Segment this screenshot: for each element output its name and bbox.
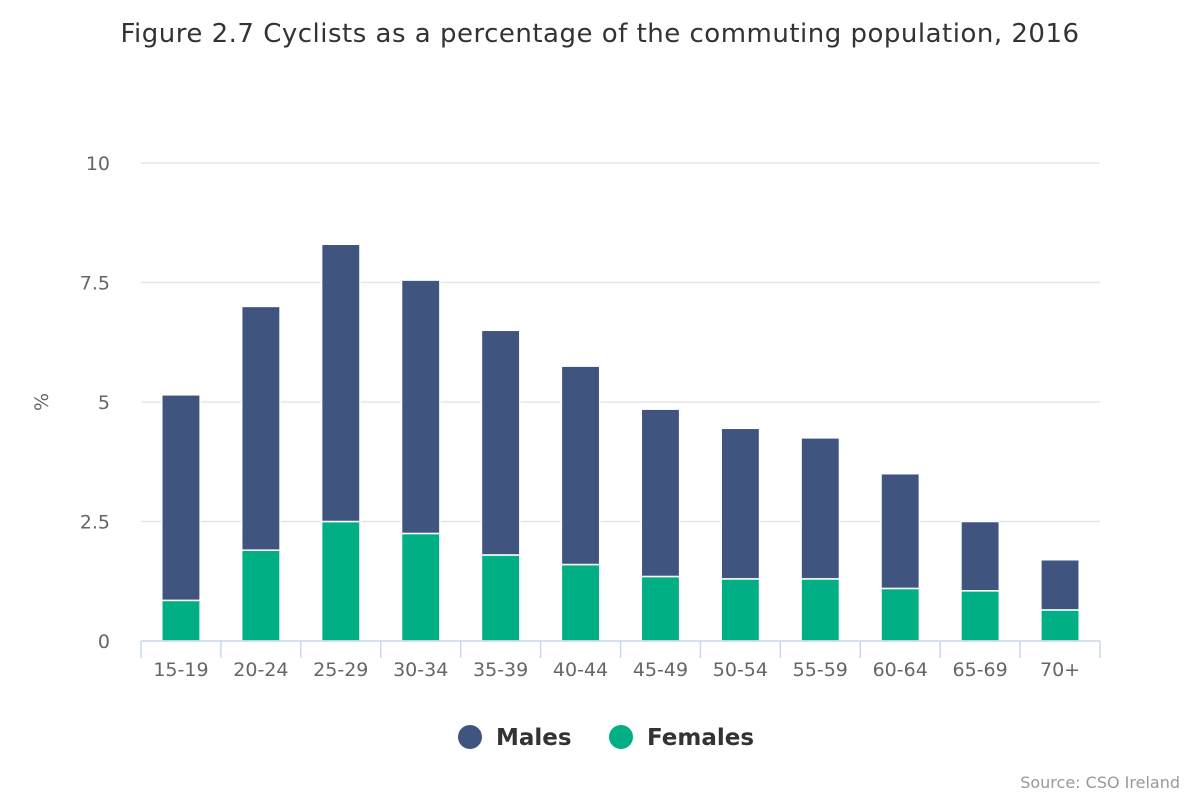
bar-females-35-39[interactable] bbox=[480, 554, 521, 642]
x-tick-label: 70+ bbox=[1040, 659, 1080, 681]
bar-males-65-69[interactable] bbox=[960, 520, 1001, 592]
x-axis bbox=[140, 640, 1101, 658]
bar-males-70+[interactable] bbox=[1040, 558, 1080, 611]
bar-males-25-29[interactable] bbox=[320, 243, 361, 523]
y-tick-label: 7.5 bbox=[80, 273, 110, 295]
bar-males-55-59[interactable] bbox=[800, 437, 841, 580]
bar-females-70+[interactable] bbox=[1040, 609, 1080, 642]
chart-title: Figure 2.7 Cyclists as a percentage of t… bbox=[120, 19, 1079, 49]
x-axis-ticks: 15-19 20-24 25-29 30-34 35-39 40-44 45-49 50-54… bbox=[153, 659, 1080, 681]
x-tick-label: 40-44 bbox=[553, 659, 608, 681]
bar-females-30-34[interactable] bbox=[400, 532, 441, 642]
legend-item-females[interactable]: Females bbox=[609, 725, 754, 751]
x-tick-label: 30-34 bbox=[393, 659, 448, 681]
x-tick-label: 20-24 bbox=[233, 659, 288, 681]
x-tick-label: 65-69 bbox=[953, 659, 1008, 681]
bar-males-20-24[interactable] bbox=[240, 305, 281, 551]
bar-males-30-34[interactable] bbox=[400, 279, 441, 535]
y-tick-label: 5 bbox=[98, 392, 110, 414]
y-axis-label: % bbox=[31, 393, 53, 411]
legend-swatch bbox=[458, 725, 482, 749]
grid-layer bbox=[141, 162, 1100, 523]
bar-males-60-64[interactable] bbox=[880, 472, 921, 590]
bar-males-15-19[interactable] bbox=[161, 394, 201, 602]
y-tick-label: 2.5 bbox=[80, 512, 110, 534]
bar-females-55-59[interactable] bbox=[800, 578, 841, 642]
y-axis-ticks: 0 2.5 5 7.5 10 bbox=[80, 153, 110, 653]
bar-males-40-44[interactable] bbox=[560, 365, 601, 566]
legend-label: Females bbox=[647, 725, 754, 751]
x-tick-label: 55-59 bbox=[793, 659, 848, 681]
legend: Males Females bbox=[458, 725, 754, 751]
bar-females-65-69[interactable] bbox=[960, 590, 1001, 642]
legend-swatch bbox=[609, 725, 633, 749]
x-tick-label: 50-54 bbox=[713, 659, 768, 681]
bar-females-40-44[interactable] bbox=[560, 563, 601, 642]
bar-males-35-39[interactable] bbox=[480, 329, 521, 556]
y-tick-label: 0 bbox=[98, 631, 110, 653]
bar-females-15-19[interactable] bbox=[161, 599, 201, 642]
bar-females-50-54[interactable] bbox=[720, 578, 761, 642]
y-tick-label: 10 bbox=[86, 153, 110, 175]
legend-item-males[interactable]: Males bbox=[458, 725, 572, 751]
x-tick-label: 35-39 bbox=[473, 659, 528, 681]
x-tick-label: 25-29 bbox=[313, 659, 368, 681]
bar-males-45-49[interactable] bbox=[640, 408, 681, 578]
bar-females-60-64[interactable] bbox=[880, 587, 921, 642]
bar-males-50-54[interactable] bbox=[720, 427, 761, 580]
bar-layer bbox=[161, 243, 1080, 642]
bar-females-45-49[interactable] bbox=[640, 575, 681, 642]
x-tick-label: 15-19 bbox=[153, 659, 208, 681]
x-tick-label: 45-49 bbox=[633, 659, 688, 681]
legend-label: Males bbox=[496, 725, 572, 751]
bar-females-25-29[interactable] bbox=[320, 520, 361, 642]
x-tick-label: 60-64 bbox=[873, 659, 928, 681]
source-credit[interactable]: Source: CSO Ireland bbox=[1020, 773, 1180, 792]
bar-females-20-24[interactable] bbox=[240, 549, 281, 642]
